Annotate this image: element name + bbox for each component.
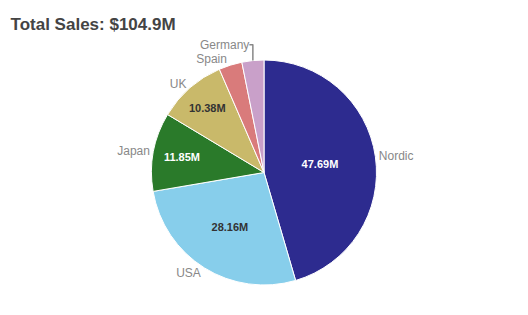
svg-text:47.69M: 47.69M: [302, 158, 339, 170]
svg-text:28.16M: 28.16M: [212, 221, 249, 233]
svg-text:Germany: Germany: [200, 38, 249, 52]
svg-text:UK: UK: [170, 77, 187, 91]
svg-text:Spain: Spain: [196, 52, 227, 66]
svg-text:Nordic: Nordic: [379, 149, 414, 163]
svg-text:Total Sales: $104.9M: Total Sales: $104.9M: [11, 15, 176, 34]
svg-text:10.38M: 10.38M: [189, 102, 226, 114]
svg-text:USA: USA: [176, 266, 201, 280]
svg-text:11.85M: 11.85M: [164, 151, 200, 163]
svg-text:Japan: Japan: [117, 144, 150, 158]
